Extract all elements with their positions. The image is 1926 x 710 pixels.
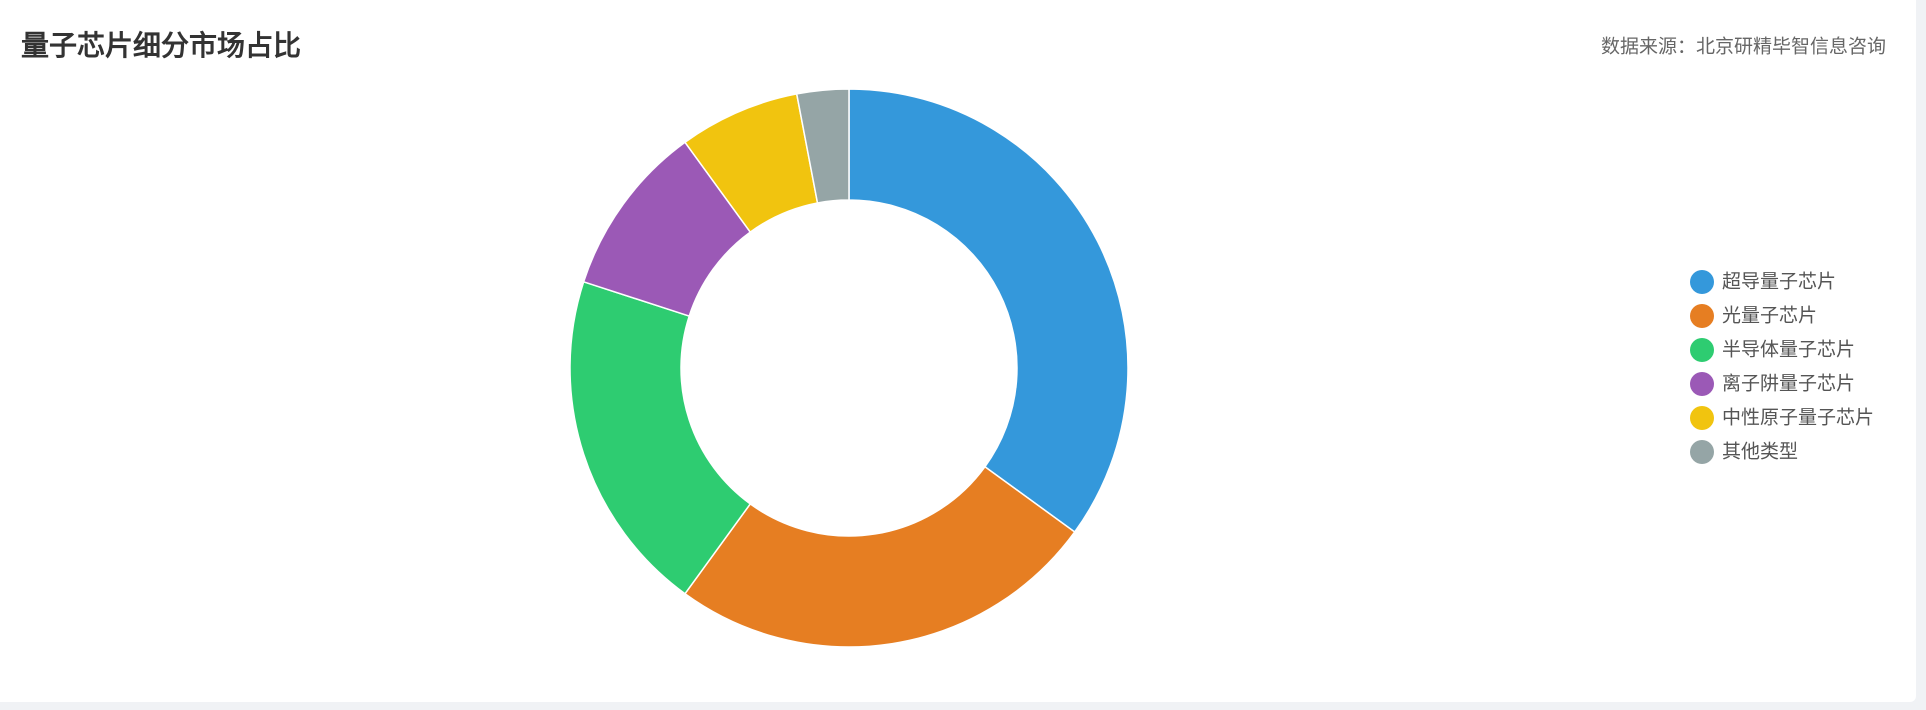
legend-label: 离子阱量子芯片 — [1722, 373, 1855, 395]
legend-swatch — [1690, 270, 1714, 294]
donut-slice — [795, 88, 850, 204]
legend-label: 光量子芯片 — [1722, 305, 1817, 327]
legend-swatch — [1690, 406, 1714, 430]
legend-label: 中性原子量子芯片 — [1722, 407, 1874, 429]
donut-slice — [848, 88, 1129, 534]
legend-swatch — [1690, 440, 1714, 464]
donut-slice — [683, 465, 1076, 648]
donut-slice — [569, 280, 752, 595]
legend-label: 其他类型 — [1722, 441, 1798, 463]
legend-label: 半导体量子芯片 — [1722, 339, 1855, 361]
legend-swatch — [1690, 304, 1714, 328]
chart-title: 量子芯片细分市场占比 — [21, 29, 301, 62]
legend-label: 超导量子芯片 — [1722, 271, 1836, 293]
legend-swatch — [1690, 372, 1714, 396]
source-note: 数据来源：北京研精毕智信息咨询 — [1601, 36, 1886, 58]
legend-swatch — [1690, 338, 1714, 362]
